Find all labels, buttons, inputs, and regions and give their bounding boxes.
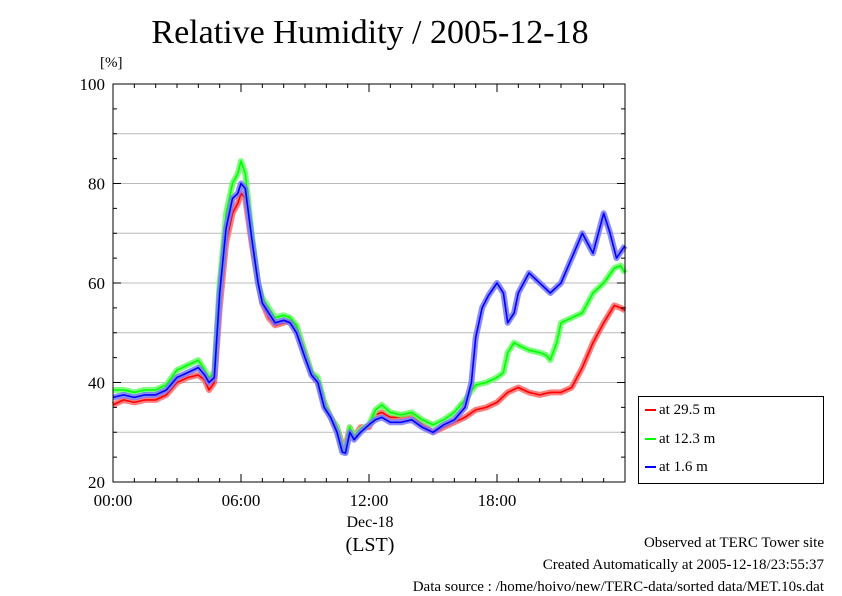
y-tick-label: 100	[80, 75, 106, 94]
x-tick-label: 18:00	[478, 491, 517, 510]
footer-created: Created Automatically at 2005-12-18/23:5…	[542, 557, 824, 573]
series-line-2	[112, 182, 626, 454]
chart-title: Relative Humidity / 2005-12-18	[151, 14, 589, 51]
legend-item-29-5m: at 29.5 m	[645, 400, 715, 420]
x-tick-label: 00:00	[94, 491, 133, 510]
y-tick-label: 20	[88, 473, 105, 492]
legend-item-1-6m: at 1.6 m	[645, 457, 708, 477]
series-halo-1	[113, 158, 628, 456]
series-line-0	[112, 192, 626, 448]
y-tick-label: 40	[88, 374, 105, 393]
x-tick-label: 06:00	[222, 491, 261, 510]
legend: at 29.5 m at 12.3 m at 1.6 m	[638, 396, 824, 484]
legend-item-12-3m: at 12.3 m	[645, 429, 715, 449]
legend-label: at 1.6 m	[659, 458, 708, 475]
y-axis-unit: [%]	[100, 55, 123, 71]
legend-label: at 12.3 m	[659, 430, 716, 447]
footer-observed: Observed at TERC Tower site	[643, 535, 824, 551]
legend-swatch-red	[645, 409, 656, 411]
x-axis-tz-label: (LST)	[346, 534, 395, 556]
x-tick-label: 12:00	[350, 491, 389, 510]
y-tick-label: 60	[88, 274, 105, 293]
series-halo-0	[111, 190, 627, 451]
y-tick-label: 80	[88, 175, 105, 194]
footer-data-source: Data source : /home/hoivo/new/TERC-data/…	[412, 579, 824, 595]
legend-swatch-blue	[645, 466, 656, 468]
legend-swatch-green	[645, 438, 656, 440]
legend-label: at 29.5 m	[659, 401, 716, 418]
series-halo-2	[112, 180, 628, 457]
series-line-1	[113, 160, 626, 453]
x-axis-date-label: Dec-18	[346, 514, 393, 531]
